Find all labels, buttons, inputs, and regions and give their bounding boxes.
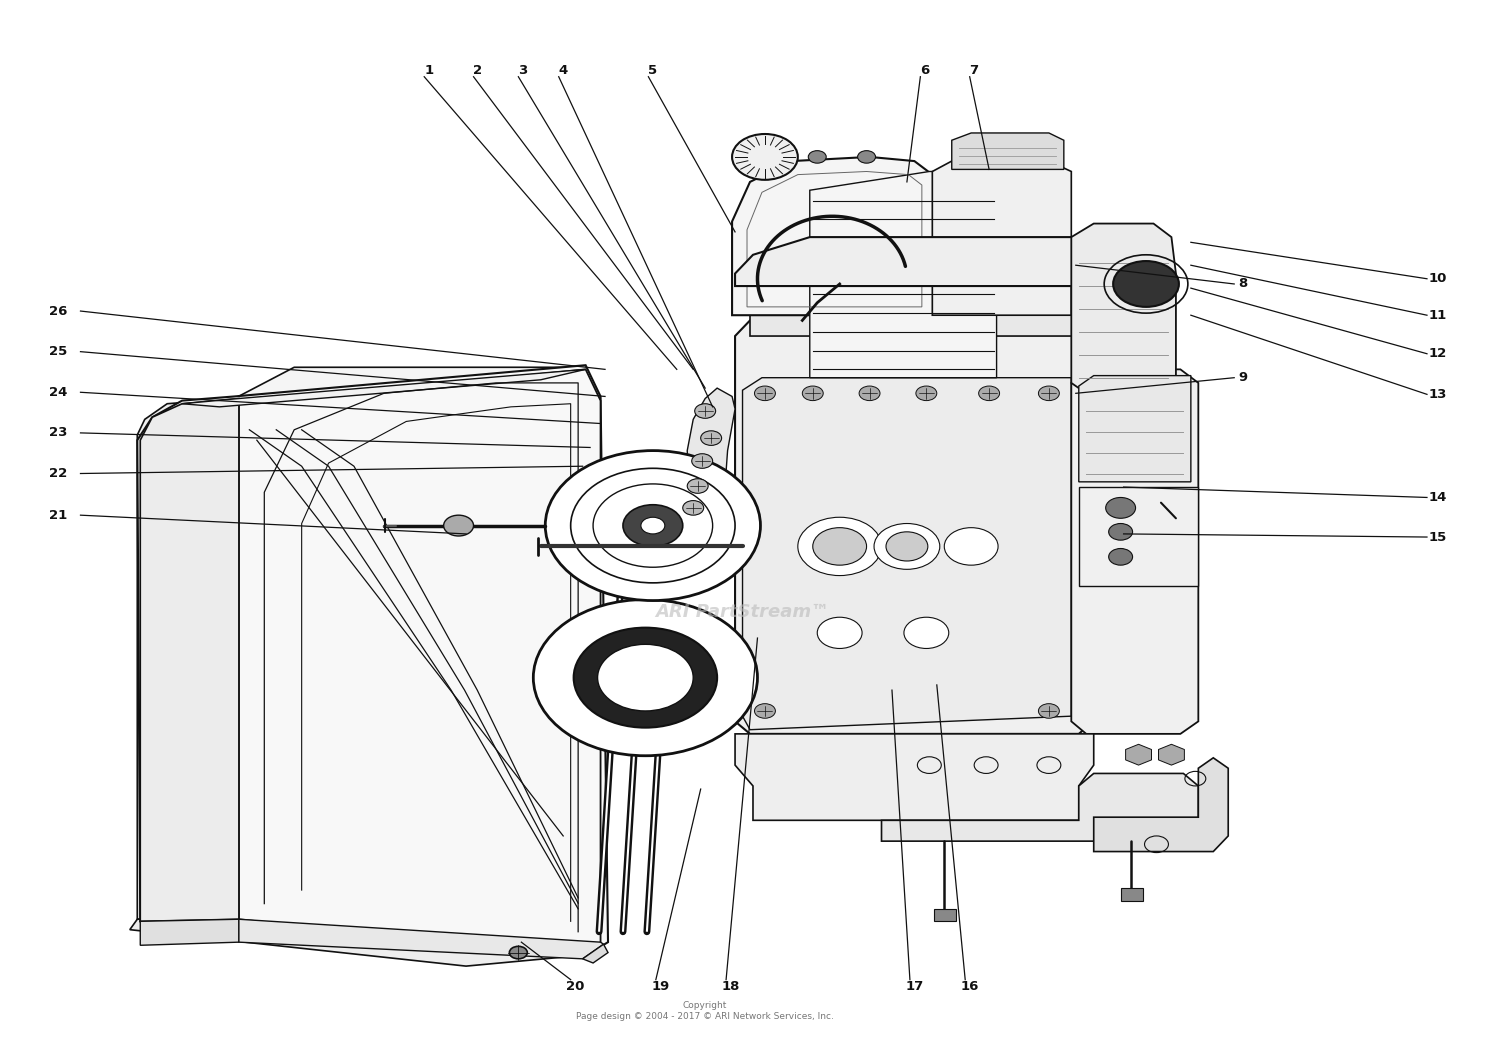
Circle shape: [808, 151, 826, 163]
Circle shape: [692, 453, 712, 468]
Text: 14: 14: [1428, 491, 1446, 504]
Circle shape: [1038, 704, 1059, 718]
Polygon shape: [238, 919, 603, 959]
Text: 24: 24: [50, 385, 68, 399]
Circle shape: [978, 386, 999, 401]
Polygon shape: [951, 133, 1064, 170]
Circle shape: [694, 404, 715, 419]
Text: 25: 25: [50, 346, 68, 358]
Circle shape: [818, 618, 862, 648]
Text: 2: 2: [474, 64, 483, 77]
Circle shape: [534, 600, 758, 756]
Polygon shape: [1078, 376, 1191, 482]
Text: 7: 7: [969, 64, 978, 77]
Text: 9: 9: [1239, 372, 1248, 384]
Polygon shape: [882, 774, 1198, 841]
Polygon shape: [735, 320, 1094, 734]
Polygon shape: [750, 279, 1094, 336]
Circle shape: [904, 618, 950, 648]
Circle shape: [886, 532, 928, 561]
Polygon shape: [582, 944, 608, 963]
Polygon shape: [1158, 744, 1185, 765]
Text: 23: 23: [50, 426, 68, 440]
Text: 13: 13: [1428, 387, 1446, 401]
Polygon shape: [234, 367, 600, 399]
Circle shape: [573, 627, 717, 728]
Circle shape: [858, 151, 876, 163]
Circle shape: [754, 704, 776, 718]
Bar: [1120, 888, 1143, 900]
Polygon shape: [933, 161, 1071, 315]
Polygon shape: [182, 370, 585, 407]
Circle shape: [597, 644, 693, 711]
Circle shape: [754, 386, 776, 401]
Circle shape: [640, 517, 664, 534]
Text: 5: 5: [648, 64, 657, 77]
Circle shape: [802, 386, 824, 401]
Circle shape: [700, 430, 721, 445]
Text: 18: 18: [722, 980, 740, 994]
Circle shape: [1106, 497, 1136, 518]
Text: Copyright
Page design © 2004 - 2017 © ARI Network Services, Inc.: Copyright Page design © 2004 - 2017 © AR…: [576, 1001, 834, 1021]
Text: 16: 16: [960, 980, 980, 994]
Circle shape: [444, 515, 474, 536]
Circle shape: [945, 528, 998, 565]
Text: 17: 17: [906, 980, 924, 994]
Circle shape: [1108, 549, 1132, 565]
Text: 19: 19: [651, 980, 669, 994]
Circle shape: [916, 386, 938, 401]
Circle shape: [687, 478, 708, 493]
Polygon shape: [735, 734, 1094, 820]
Polygon shape: [1094, 758, 1228, 851]
Circle shape: [1113, 261, 1179, 307]
Text: 8: 8: [1239, 277, 1248, 290]
Text: 15: 15: [1428, 531, 1446, 543]
Text: 20: 20: [566, 980, 585, 994]
Polygon shape: [1078, 487, 1198, 586]
Polygon shape: [130, 914, 578, 966]
Circle shape: [682, 500, 703, 515]
Polygon shape: [238, 370, 600, 956]
Polygon shape: [1125, 744, 1152, 765]
Text: 3: 3: [518, 64, 528, 77]
Polygon shape: [234, 367, 600, 956]
Text: ARI PartStream™: ARI PartStream™: [656, 603, 830, 621]
Polygon shape: [742, 378, 1071, 730]
Circle shape: [798, 517, 882, 576]
Circle shape: [874, 524, 940, 570]
Circle shape: [546, 450, 760, 601]
Circle shape: [1108, 524, 1132, 540]
Circle shape: [510, 946, 528, 959]
Text: 4: 4: [558, 64, 568, 77]
Polygon shape: [735, 237, 1094, 286]
Circle shape: [732, 134, 798, 180]
Text: 1: 1: [424, 64, 433, 77]
Polygon shape: [141, 919, 238, 945]
Polygon shape: [687, 388, 735, 534]
Circle shape: [1038, 386, 1059, 401]
Text: 6: 6: [920, 64, 930, 77]
Polygon shape: [141, 399, 238, 921]
Polygon shape: [1071, 370, 1198, 734]
Polygon shape: [810, 172, 996, 378]
Polygon shape: [138, 399, 242, 919]
Text: 21: 21: [50, 509, 68, 521]
Text: 22: 22: [50, 467, 68, 480]
Polygon shape: [1071, 224, 1176, 394]
Polygon shape: [732, 157, 933, 315]
Circle shape: [622, 505, 682, 547]
Circle shape: [859, 386, 880, 401]
Circle shape: [813, 528, 867, 565]
Text: 12: 12: [1428, 348, 1446, 360]
Bar: [934, 909, 956, 921]
Text: 10: 10: [1428, 272, 1446, 285]
Text: 11: 11: [1428, 309, 1446, 321]
Text: 26: 26: [50, 305, 68, 317]
Polygon shape: [138, 365, 608, 956]
